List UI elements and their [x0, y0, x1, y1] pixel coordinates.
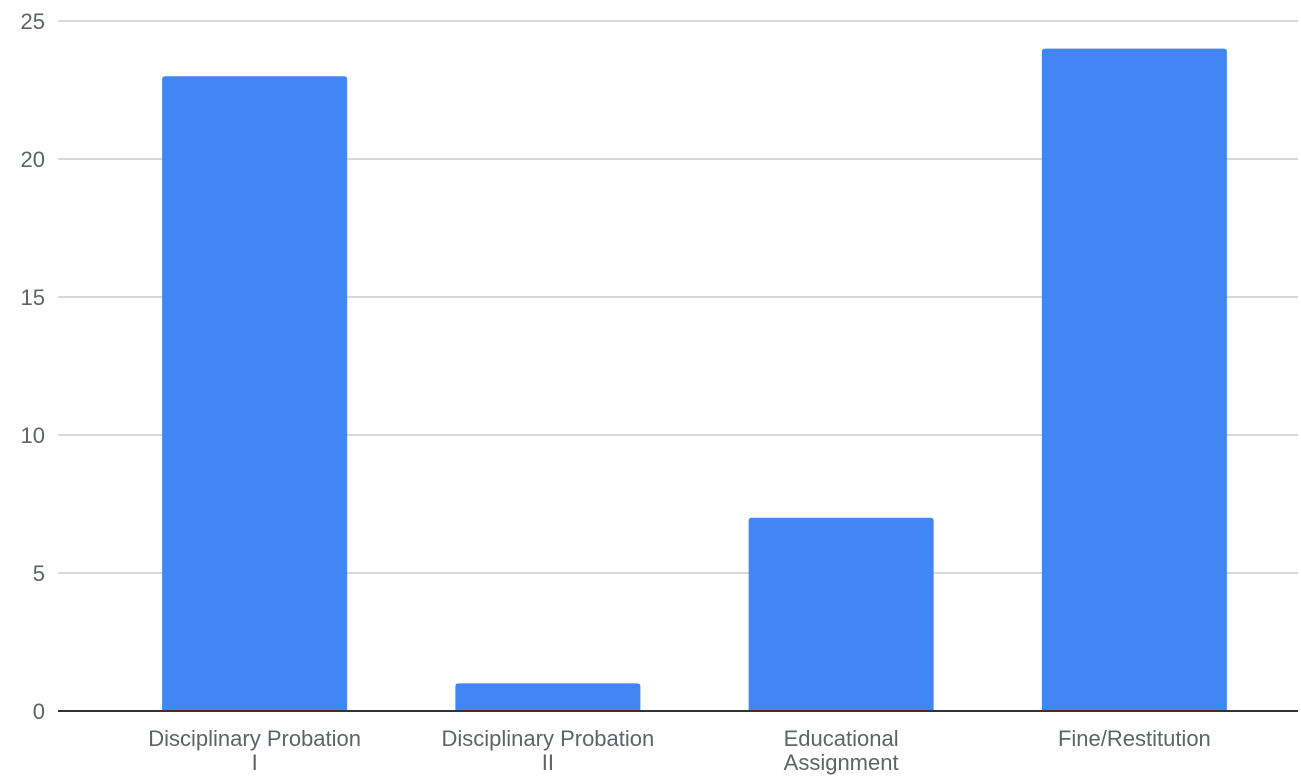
bars-layer: [162, 48, 1227, 712]
y-tick-label: 25: [21, 9, 45, 34]
x-category-label-line: Assignment: [784, 750, 899, 775]
y-tick-label: 15: [21, 285, 45, 310]
y-tick-label: 10: [21, 423, 45, 448]
bar: [748, 517, 934, 711]
y-tick-label: 0: [33, 699, 45, 724]
x-category-label-line: Disciplinary Probation: [441, 726, 654, 751]
x-category-label-line: Educational: [784, 726, 899, 751]
x-category-label-line: II: [542, 750, 554, 775]
y-tick-labels: 0 5 10 15 20 25: [21, 9, 45, 724]
y-tick-label: 5: [33, 561, 45, 586]
bar: [455, 683, 641, 711]
bar: [1041, 48, 1227, 712]
x-category-label: Fine/Restitution: [1058, 726, 1211, 751]
y-tick-label: 20: [21, 147, 45, 172]
x-category-label-line: Disciplinary Probation: [148, 726, 361, 751]
bar: [162, 76, 348, 711]
x-category-label-line: Fine/Restitution: [1058, 726, 1211, 751]
x-category-label-line: I: [252, 750, 258, 775]
